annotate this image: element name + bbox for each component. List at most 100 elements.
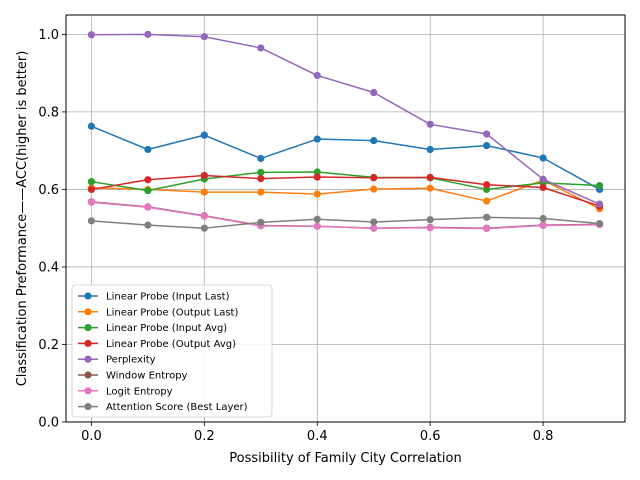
data-point [144, 176, 152, 184]
data-point [257, 44, 265, 52]
legend-marker [84, 371, 92, 379]
data-point [200, 212, 208, 220]
legend-marker [84, 324, 92, 332]
data-point [370, 136, 378, 145]
legend-marker [84, 292, 92, 300]
data-point [200, 188, 208, 196]
data-point [313, 222, 321, 230]
legend-item: Linear Probe (Input Avg) [78, 323, 227, 334]
series-group [87, 30, 604, 233]
legend-marker [84, 403, 92, 411]
data-point [595, 200, 604, 208]
data-point [539, 214, 547, 223]
legend-marker [84, 387, 92, 395]
legend-label: Linear Probe (Output Avg) [106, 339, 236, 350]
y-tick-label: 0.8 [38, 105, 59, 120]
data-point [539, 183, 547, 192]
data-point [87, 31, 96, 39]
legend-label: Window Entropy [106, 371, 188, 382]
legend-box [71, 284, 273, 418]
data-point [87, 122, 96, 130]
data-point [483, 142, 491, 150]
data-point [313, 168, 321, 176]
legend-marker [84, 355, 92, 363]
data-point [87, 185, 96, 194]
data-point [483, 197, 491, 205]
legend-item: Window Entropy [78, 371, 188, 382]
data-point [483, 181, 491, 189]
series-line [91, 216, 600, 229]
series-line [91, 125, 600, 191]
legend-label: Linear Probe (Input Last) [106, 292, 230, 303]
data-point [313, 190, 321, 198]
data-point [595, 181, 604, 190]
x-tick-label: 0.6 [420, 429, 441, 444]
data-point [483, 224, 491, 233]
legend-item: Linear Probe (Output Avg) [78, 339, 236, 350]
y-tick-label: 0.6 [38, 183, 59, 198]
data-point [426, 224, 434, 232]
data-point [313, 215, 321, 223]
data-point [370, 88, 378, 97]
data-point [200, 171, 208, 180]
data-point [426, 216, 434, 224]
data-point [87, 178, 96, 186]
x-tick-label: 0.4 [307, 429, 328, 444]
data-point [144, 221, 152, 229]
x-tick-label: 0.2 [194, 429, 215, 444]
data-point [257, 168, 265, 176]
plot-frame [65, 14, 626, 423]
data-point [313, 135, 321, 143]
data-point [539, 175, 547, 183]
legend-item: Perplexity [78, 355, 156, 366]
series-line [91, 179, 600, 210]
data-point [426, 120, 434, 128]
data-point [144, 203, 152, 211]
legend-label: Linear Probe (Output Last) [106, 307, 238, 318]
legend-item: Logit Entropy [78, 386, 173, 397]
data-point [200, 131, 208, 139]
legend-item: Linear Probe (Output Last) [78, 307, 238, 318]
series-line [91, 201, 600, 230]
series-line [91, 33, 600, 205]
x-tick-label: 0.8 [533, 429, 554, 444]
data-point [144, 30, 152, 38]
legend-label: Attention Score (Best Layer) [106, 402, 248, 413]
y-tick-label: 0.2 [38, 338, 59, 353]
data-point [539, 154, 547, 162]
data-point [87, 217, 96, 225]
data-point [370, 174, 378, 182]
legend-label: Linear Probe (Input Avg) [106, 323, 227, 334]
series-6 [87, 198, 604, 233]
data-point [257, 154, 265, 163]
data-point [370, 218, 378, 226]
data-point [313, 173, 321, 181]
data-point [370, 224, 378, 232]
legend-item: Attention Score (Best Layer) [78, 402, 248, 413]
y-tick-label: 0.0 [38, 416, 59, 431]
data-point [370, 185, 378, 193]
data-point [426, 145, 434, 154]
data-point [483, 213, 491, 221]
legend-label: Logit Entropy [106, 386, 173, 397]
axis-ticks: 0.0 0.2 0.4 0.6 0.8 0.0 0.2 0.4 0.6 0.8 1.0 [38, 28, 553, 444]
legend-item: Linear Probe (Input Last) [78, 292, 230, 303]
series-line [91, 174, 600, 207]
data-point [257, 188, 265, 196]
data-point [313, 71, 321, 80]
x-axis-label: Possibility of Family City Correlation [229, 451, 461, 466]
x-tick-label: 0.0 [81, 429, 102, 444]
data-point [426, 184, 434, 192]
y-axis-label: Classification Preformance——ACC(higher i… [15, 51, 30, 387]
y-tick-label: 0.4 [38, 260, 59, 275]
data-point [144, 186, 152, 195]
data-point [200, 33, 208, 41]
data-point [257, 174, 265, 183]
data-point [426, 173, 434, 182]
data-point [595, 219, 604, 228]
series-4 [87, 30, 604, 208]
legend-marker [84, 339, 92, 347]
data-point [144, 145, 152, 154]
series-7 [87, 213, 604, 232]
